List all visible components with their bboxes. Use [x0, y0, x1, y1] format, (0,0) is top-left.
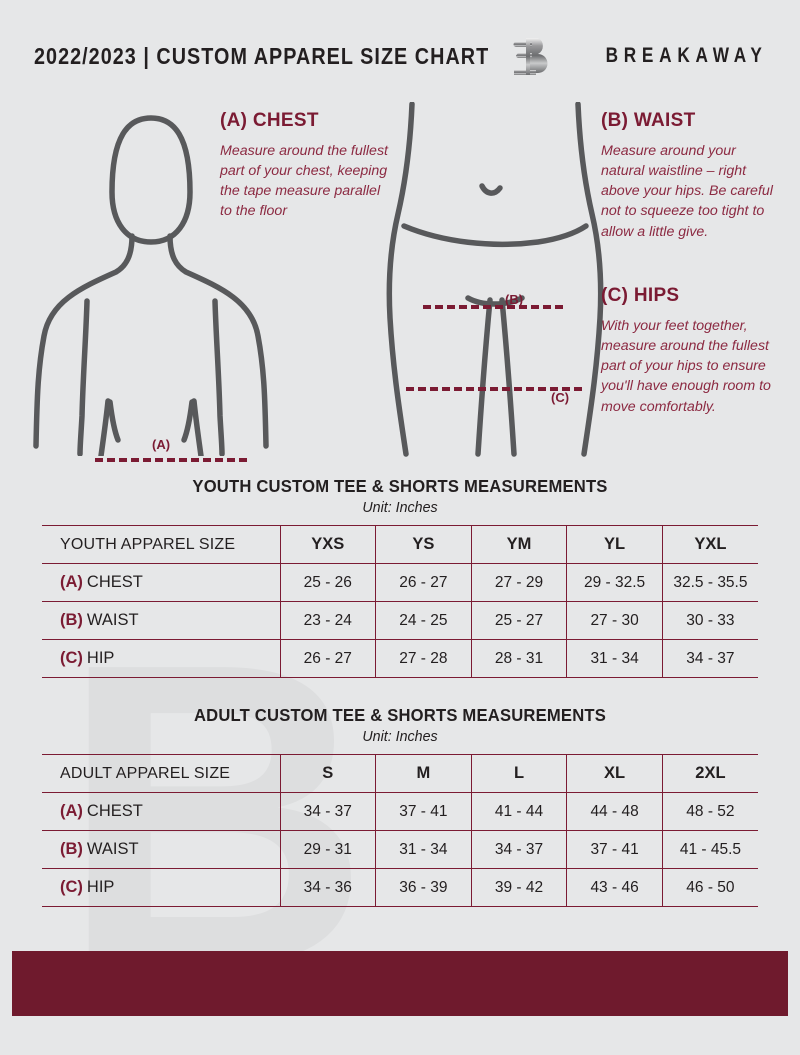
measurement-cell: 27 - 28 [375, 639, 472, 678]
measurement-tag: (A) [60, 573, 83, 591]
measurement-cell: 37 - 41 [566, 830, 663, 869]
measurement-cell: 44 - 48 [566, 792, 663, 831]
measurement-cell: 41 - 44 [471, 792, 568, 831]
measurement-cell: 41 - 45.5 [662, 830, 758, 869]
measurement-row-label: (A) CHEST [42, 563, 281, 602]
waist-measure-line [423, 305, 563, 309]
size-column-header: YL [566, 525, 663, 564]
chest-heading: (A) CHEST [220, 110, 319, 131]
measurement-cell: 26 - 27 [280, 639, 377, 678]
adult-table-unit: Unit: Inches [362, 728, 438, 745]
waist-description: Measure around your natural waistline – … [601, 143, 773, 240]
youth-size-table: YOUTH APPAREL SIZE YXS YS YM YL YXL (A) CHEST 2… [42, 525, 758, 678]
measurement-cell: 43 - 46 [566, 868, 663, 907]
measurement-cell: 46 - 50 [662, 868, 758, 907]
table-row: (A) CHEST 25 - 26 26 - 27 27 - 29 29 - 32.5 32… [42, 563, 758, 602]
measurement-cell: 36 - 39 [375, 868, 472, 907]
measurement-cell: 30 - 33 [662, 601, 758, 640]
youth-table-body: (A) CHEST 25 - 26 26 - 27 27 - 29 29 - 32.5 32… [42, 563, 758, 678]
measurement-cell: 25 - 27 [471, 601, 568, 640]
measurement-tag: (B) [60, 611, 83, 629]
measurement-cell: 24 - 25 [375, 601, 472, 640]
breakaway-logo-icon [513, 38, 548, 75]
measurement-cell: 34 - 36 [280, 868, 377, 907]
apparel-size-header: ADULT APPAREL SIZE [42, 754, 281, 793]
lower-body-figure-icon [386, 102, 604, 457]
apparel-size-header: YOUTH APPAREL SIZE [42, 525, 281, 564]
hip-measure-line [406, 387, 582, 391]
size-column-header: YXL [662, 525, 758, 564]
measurement-cell: 28 - 31 [471, 639, 568, 678]
youth-table-title: YOUTH CUSTOM TEE & SHORTS MEASUREMENTS [192, 476, 608, 496]
hips-heading: (C) HIPS [601, 285, 680, 306]
table-row: (A) CHEST 34 - 37 37 - 41 41 - 44 44 - 48 48 -… [42, 792, 758, 831]
measurement-cell: 29 - 31 [280, 830, 377, 869]
measurement-cell: 31 - 34 [375, 830, 472, 869]
adult-size-table: ADULT APPAREL SIZE S M L XL 2XL (A) CHEST 34 - … [42, 754, 758, 907]
size-column-header: YM [471, 525, 568, 564]
measurement-cell: 34 - 37 [280, 792, 377, 831]
page-title: 2022/2023 | CUSTOM APPAREL SIZE CHART [34, 42, 490, 69]
footer-bar [12, 951, 788, 1016]
size-column-header: L [471, 754, 568, 793]
youth-table-unit: Unit: Inches [362, 499, 438, 516]
hips-info-block: (C) HIPS With your feet together, measur… [601, 285, 786, 417]
adult-table-block: ADULT CUSTOM TEE & SHORTS MEASUREMENTS U… [42, 705, 758, 907]
youth-table-block: YOUTH CUSTOM TEE & SHORTS MEASUREMENTS U… [42, 476, 758, 678]
brand-lockup: BREAKAWAY [512, 34, 768, 78]
brand-name: BREAKAWAY [605, 44, 768, 67]
measurement-cell: 32.5 - 35.5 [662, 563, 758, 602]
measurement-row-label: (A) CHEST [42, 792, 281, 831]
measurement-tag: (C) [60, 649, 83, 667]
waist-marker-label: (B) [505, 292, 524, 307]
size-column-header: YS [375, 525, 472, 564]
hips-description: With your feet together, measure around … [601, 318, 771, 415]
measurement-cell: 23 - 24 [280, 601, 377, 640]
table-row: (C) HIP 26 - 27 27 - 28 28 - 31 31 - 34 34 - 3… [42, 639, 758, 678]
measurement-row-label: (B) WAIST [42, 601, 281, 640]
measurement-row-label: (C) HIP [42, 639, 281, 678]
table-row: (B) WAIST 23 - 24 24 - 25 25 - 27 27 - 30 30 -… [42, 601, 758, 640]
measurement-cell: 31 - 34 [566, 639, 663, 678]
measurement-tag: (A) [60, 802, 83, 820]
measurement-cell: 34 - 37 [662, 639, 758, 678]
adult-table-title: ADULT CUSTOM TEE & SHORTS MEASUREMENTS [193, 705, 607, 725]
measurement-cell: 25 - 26 [280, 563, 377, 602]
adult-table-body: (A) CHEST 34 - 37 37 - 41 41 - 44 44 - 48 48 -… [42, 792, 758, 907]
measurement-cell: 29 - 32.5 [566, 563, 663, 602]
page-header: 2022/2023 | CUSTOM APPAREL SIZE CHART BR… [0, 34, 800, 78]
chest-description: Measure around the fullest part of your … [220, 143, 388, 220]
chest-measure-line [95, 458, 247, 462]
size-column-header: M [375, 754, 472, 793]
measurement-tag: (B) [60, 840, 83, 858]
measurement-diagram: (A) (B) (C) [0, 96, 800, 466]
measurement-cell: 39 - 42 [471, 868, 568, 907]
measurement-cell: 27 - 29 [471, 563, 568, 602]
measurement-tag: (C) [60, 878, 83, 896]
size-column-header: S [280, 754, 377, 793]
measurement-row-label: (C) HIP [42, 868, 281, 907]
size-column-header: 2XL [662, 754, 758, 793]
table-header-row: ADULT APPAREL SIZE S M L XL 2XL [42, 754, 758, 793]
measurement-cell: 26 - 27 [375, 563, 472, 602]
table-row: (C) HIP 34 - 36 36 - 39 39 - 42 43 - 46 46 - 5… [42, 868, 758, 907]
hip-marker-label: (C) [551, 390, 570, 405]
table-row: (B) WAIST 29 - 31 31 - 34 34 - 37 37 - 41 41 -… [42, 830, 758, 869]
size-column-header: YXS [280, 525, 377, 564]
size-column-header: XL [566, 754, 663, 793]
upper-body-figure-icon [33, 115, 269, 456]
measurement-cell: 37 - 41 [375, 792, 472, 831]
measurement-row-label: (B) WAIST [42, 830, 281, 869]
table-header-row: YOUTH APPAREL SIZE YXS YS YM YL YXL [42, 525, 758, 564]
waist-info-block: (B) WAIST Measure around your natural wa… [601, 110, 783, 242]
chest-marker-label: (A) [152, 437, 171, 452]
measurement-cell: 27 - 30 [566, 601, 663, 640]
measurement-cell: 48 - 52 [662, 792, 758, 831]
chest-info-block: (A) CHEST Measure around the fullest par… [220, 110, 395, 222]
measurement-cell: 34 - 37 [471, 830, 568, 869]
waist-heading: (B) WAIST [601, 110, 696, 131]
